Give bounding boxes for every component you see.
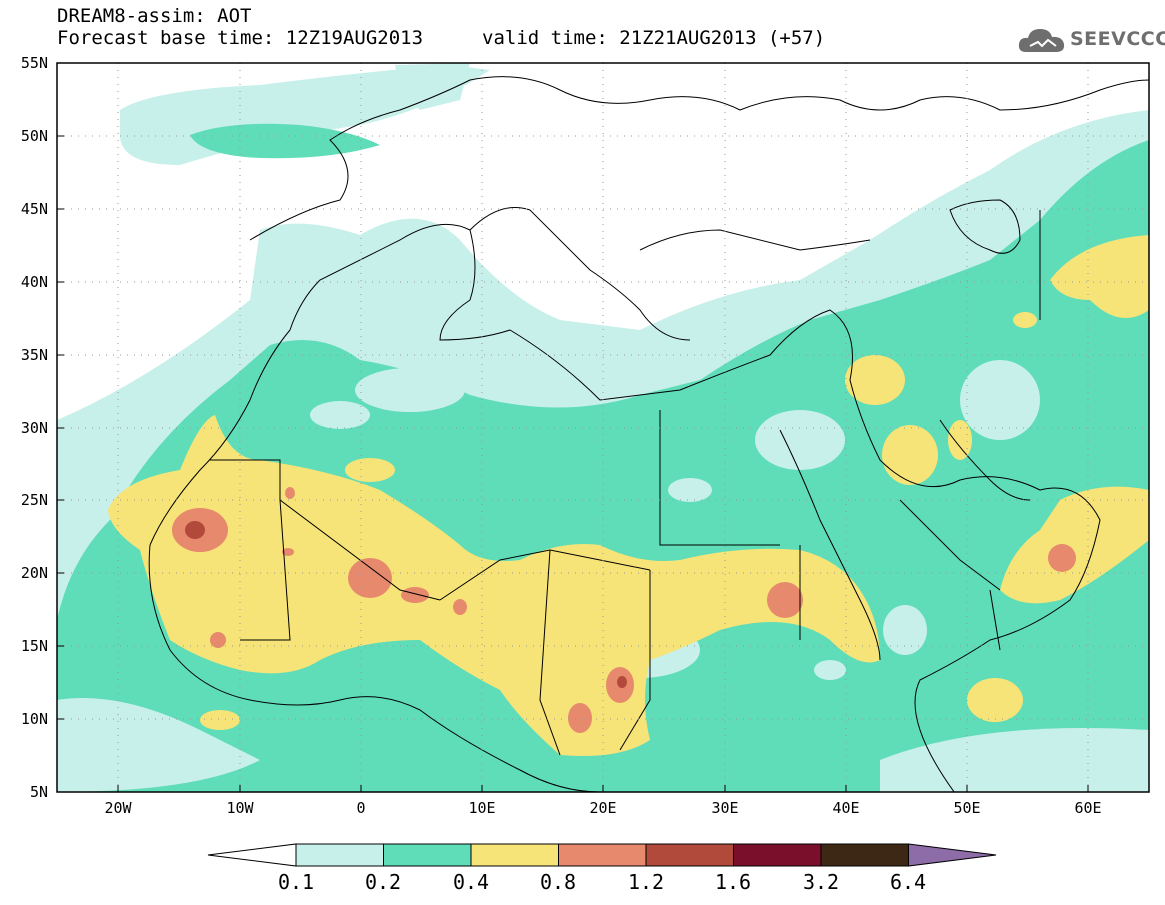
valid-time: valid time: 21Z21AUG2013 (+57): [482, 27, 826, 49]
map-title: DREAM8-assim: AOT: [57, 5, 252, 27]
colorbar-label: 1.6: [714, 870, 752, 894]
lat-label: 30N: [20, 419, 48, 437]
lon-label: 0: [356, 799, 366, 817]
aot-level-high: [172, 487, 1076, 733]
lon-label: 60E: [1074, 799, 1102, 817]
lat-label: 45N: [20, 200, 48, 218]
lon-label: 20W: [104, 799, 132, 817]
lat-label: 10N: [20, 710, 48, 728]
lat-label: 35N: [20, 346, 48, 364]
lat-label: 40N: [20, 273, 48, 291]
colorbar-over-arrow: [908, 843, 997, 867]
colorbar-swatch-6: [733, 843, 822, 867]
colorbar-label: 0.2: [364, 870, 402, 894]
seevccc-logo: SEEVCCC: [1018, 24, 1165, 58]
colorbar-label: 0.4: [452, 870, 490, 894]
colorbar-under-arrow: [207, 843, 297, 867]
lon-label: 40E: [832, 799, 860, 817]
lat-label: 50N: [20, 127, 48, 145]
aot-field: [57, 63, 1149, 792]
axis-ticks: [57, 62, 1089, 792]
colorbar-label: 0.8: [539, 870, 577, 894]
colorbar: [207, 843, 997, 867]
aot-level-very-high: [185, 521, 627, 688]
logo-text: SEEVCCC: [1070, 28, 1165, 50]
colorbar-label: 1.2: [627, 870, 665, 894]
colorbar-label: 0.1: [277, 870, 315, 894]
lat-label: 20N: [20, 564, 48, 582]
colorbar-swatch-3: [470, 843, 559, 867]
colorbar-swatch-7: [820, 843, 909, 867]
forecast-base-time: Forecast base time: 12Z19AUG2013: [57, 27, 424, 49]
colorbar-swatch-1: [295, 843, 384, 867]
colorbar-swatch-5: [645, 843, 734, 867]
lon-label: 50E: [953, 799, 981, 817]
aot-level-moderate: [108, 235, 1149, 756]
lon-label: 10W: [226, 799, 254, 817]
cloud-icon: [1018, 29, 1065, 52]
colorbar-swatch-2: [383, 843, 472, 867]
lat-label: 15N: [20, 637, 48, 655]
coastlines-borders: [148, 76, 1149, 792]
lat-label: 55N: [20, 54, 48, 72]
colorbar-label: 6.4: [889, 870, 927, 894]
colorbar-label: 3.2: [802, 870, 840, 894]
lon-label: 10E: [468, 799, 496, 817]
lon-label: 30E: [711, 799, 739, 817]
lat-label: 5N: [29, 783, 48, 801]
grid-lines: [57, 63, 1149, 792]
colorbar-swatch-4: [558, 843, 647, 867]
lon-label: 20E: [589, 799, 617, 817]
lat-label: 25N: [20, 491, 48, 509]
aot-level-very-low-pockets: [57, 360, 1149, 792]
